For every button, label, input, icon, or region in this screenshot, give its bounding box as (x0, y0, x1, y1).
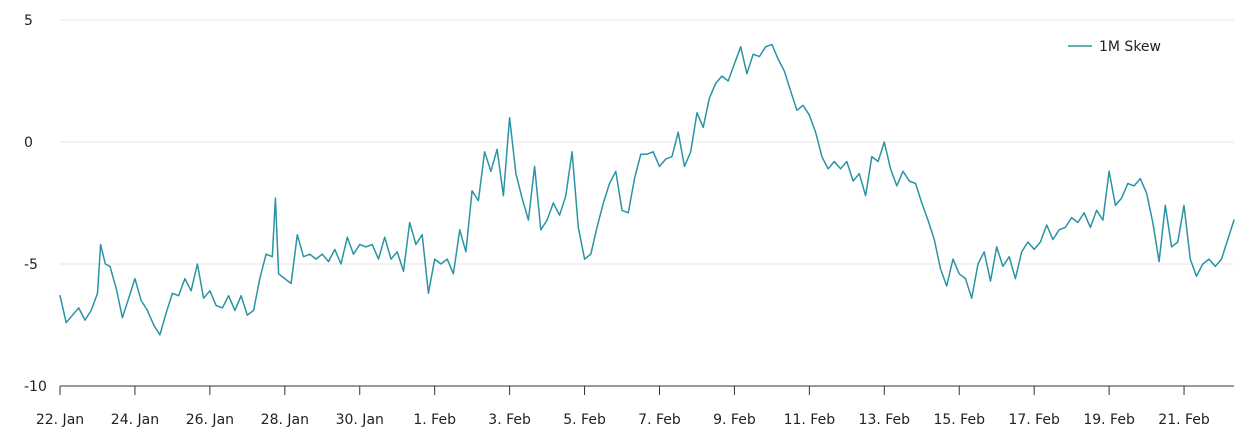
y-tick-label: 5 (24, 13, 33, 29)
x-tick-label: 3. Feb (488, 412, 531, 428)
legend-label: 1M Skew (1099, 39, 1161, 55)
legend[interactable]: 1M Skew (1068, 39, 1161, 55)
x-axis-labels: 22. Jan 24. Jan 26. Jan 28. Jan 30. Jan 1. Fe… (36, 412, 1210, 428)
x-tick-label: 9. Feb (713, 412, 756, 428)
x-tick-label: 19. Feb (1083, 412, 1135, 428)
x-tick-label: 17. Feb (1008, 412, 1060, 428)
x-tick-label: 7. Feb (638, 412, 681, 428)
x-tick-label: 15. Feb (933, 412, 985, 428)
series-layer (59, 43, 1235, 336)
x-tick-label: 24. Jan (111, 412, 159, 428)
y-tick-label: -5 (24, 257, 38, 273)
x-tick-label: 1. Feb (413, 412, 456, 428)
x-tick-label: 11. Feb (784, 412, 836, 428)
y-axis-labels: 5 0 -5 -10 (24, 13, 47, 395)
x-tick-label: 30. Jan (336, 412, 384, 428)
x-tick-label: 21. Feb (1158, 412, 1210, 428)
y-tick-label: 0 (24, 135, 33, 151)
gridlines (60, 19, 1234, 265)
x-tick-label: 22. Jan (36, 412, 84, 428)
series-line-1m-skew[interactable] (59, 43, 1235, 336)
y-tick-label: -10 (24, 379, 47, 395)
x-tick-label: 26. Jan (186, 412, 234, 428)
x-axis (59, 385, 1234, 395)
x-tick-label: 5. Feb (563, 412, 606, 428)
x-tick-label: 28. Jan (261, 412, 309, 428)
x-tick-label: 13. Feb (859, 412, 911, 428)
